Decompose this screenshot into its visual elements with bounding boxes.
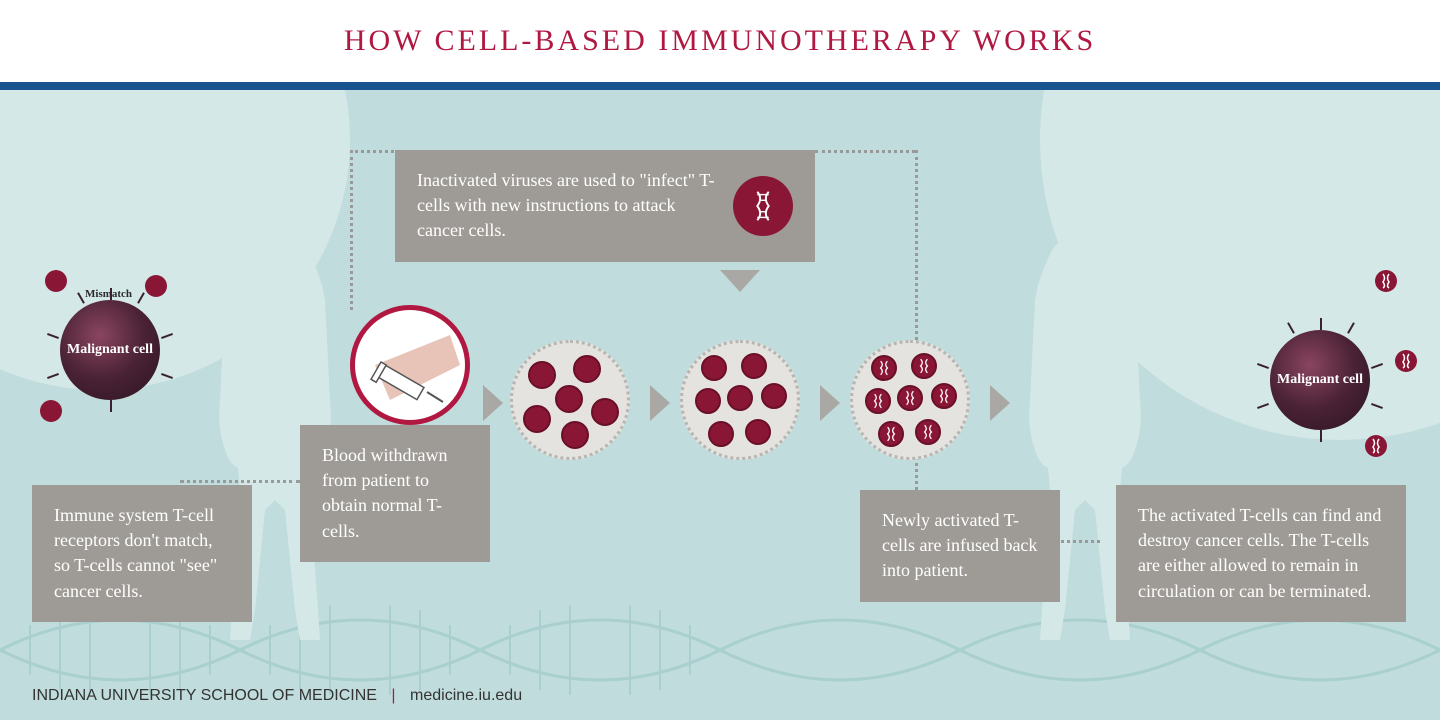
caption-blood-withdrawn: Blood withdrawn from patient to obtain n… xyxy=(300,425,490,562)
footer-url: medicine.iu.edu xyxy=(410,687,522,704)
malignant-cell-right-group: Malignant cell xyxy=(1250,300,1400,450)
step-blood-draw xyxy=(350,305,470,425)
step-tcells-infected xyxy=(680,340,800,460)
activated-tcell-icon xyxy=(1395,350,1417,372)
footer-separator: | xyxy=(391,687,395,704)
arrow-right-icon xyxy=(483,385,503,421)
activated-tcell-icon xyxy=(1365,435,1387,457)
tcell-icon xyxy=(145,275,167,297)
tcell-icon xyxy=(45,270,67,292)
malignant-cell-icon: Malignant cell xyxy=(60,300,160,400)
dotted-connector xyxy=(350,150,353,310)
malignant-label: Malignant cell xyxy=(1277,372,1363,389)
caption-infused: Newly activated T-cells are infused back… xyxy=(860,490,1060,602)
arrow-right-icon xyxy=(990,385,1010,421)
malignant-cell-icon: Malignant cell xyxy=(1270,330,1370,430)
cell-cluster-dna-icon xyxy=(850,340,970,460)
step-tcells-normal xyxy=(510,340,630,460)
tcell-icon xyxy=(40,400,62,422)
arrow-right-icon xyxy=(820,385,840,421)
footer-org: INDIANA UNIVERSITY SCHOOL OF MEDICINE xyxy=(32,687,377,704)
caption-mismatch: Immune system T-cell receptors don't mat… xyxy=(32,485,252,622)
step-tcells-activated xyxy=(850,340,970,460)
dna-icon xyxy=(733,176,793,236)
malignant-label: Malignant cell xyxy=(67,342,153,359)
syringe-arm-icon xyxy=(350,305,470,425)
arrow-down-icon xyxy=(720,270,760,292)
dotted-connector xyxy=(815,150,915,153)
page-title: HOW CELL-BASED IMMUNOTHERAPY WORKS xyxy=(344,24,1096,58)
caption-virus-infect: Inactivated viruses are used to "infect"… xyxy=(395,150,815,262)
cell-cluster-icon xyxy=(510,340,630,460)
dotted-connector xyxy=(350,150,400,153)
arrow-right-icon xyxy=(650,385,670,421)
malignant-cell-left-group: Mismatch Malignant cell xyxy=(40,270,190,420)
caption-virus-text: Inactivated viruses are used to "infect"… xyxy=(417,168,718,244)
dotted-connector xyxy=(180,480,300,483)
footer: INDIANA UNIVERSITY SCHOOL OF MEDICINE | … xyxy=(32,687,522,705)
activated-tcell-icon xyxy=(1375,270,1397,292)
header: HOW CELL-BASED IMMUNOTHERAPY WORKS xyxy=(0,0,1440,90)
cell-cluster-icon xyxy=(680,340,800,460)
main-canvas: Mismatch Malignant cell xyxy=(0,90,1440,720)
caption-destroy: The activated T-cells can find and destr… xyxy=(1116,485,1406,622)
mismatch-label: Mismatch xyxy=(85,288,132,300)
